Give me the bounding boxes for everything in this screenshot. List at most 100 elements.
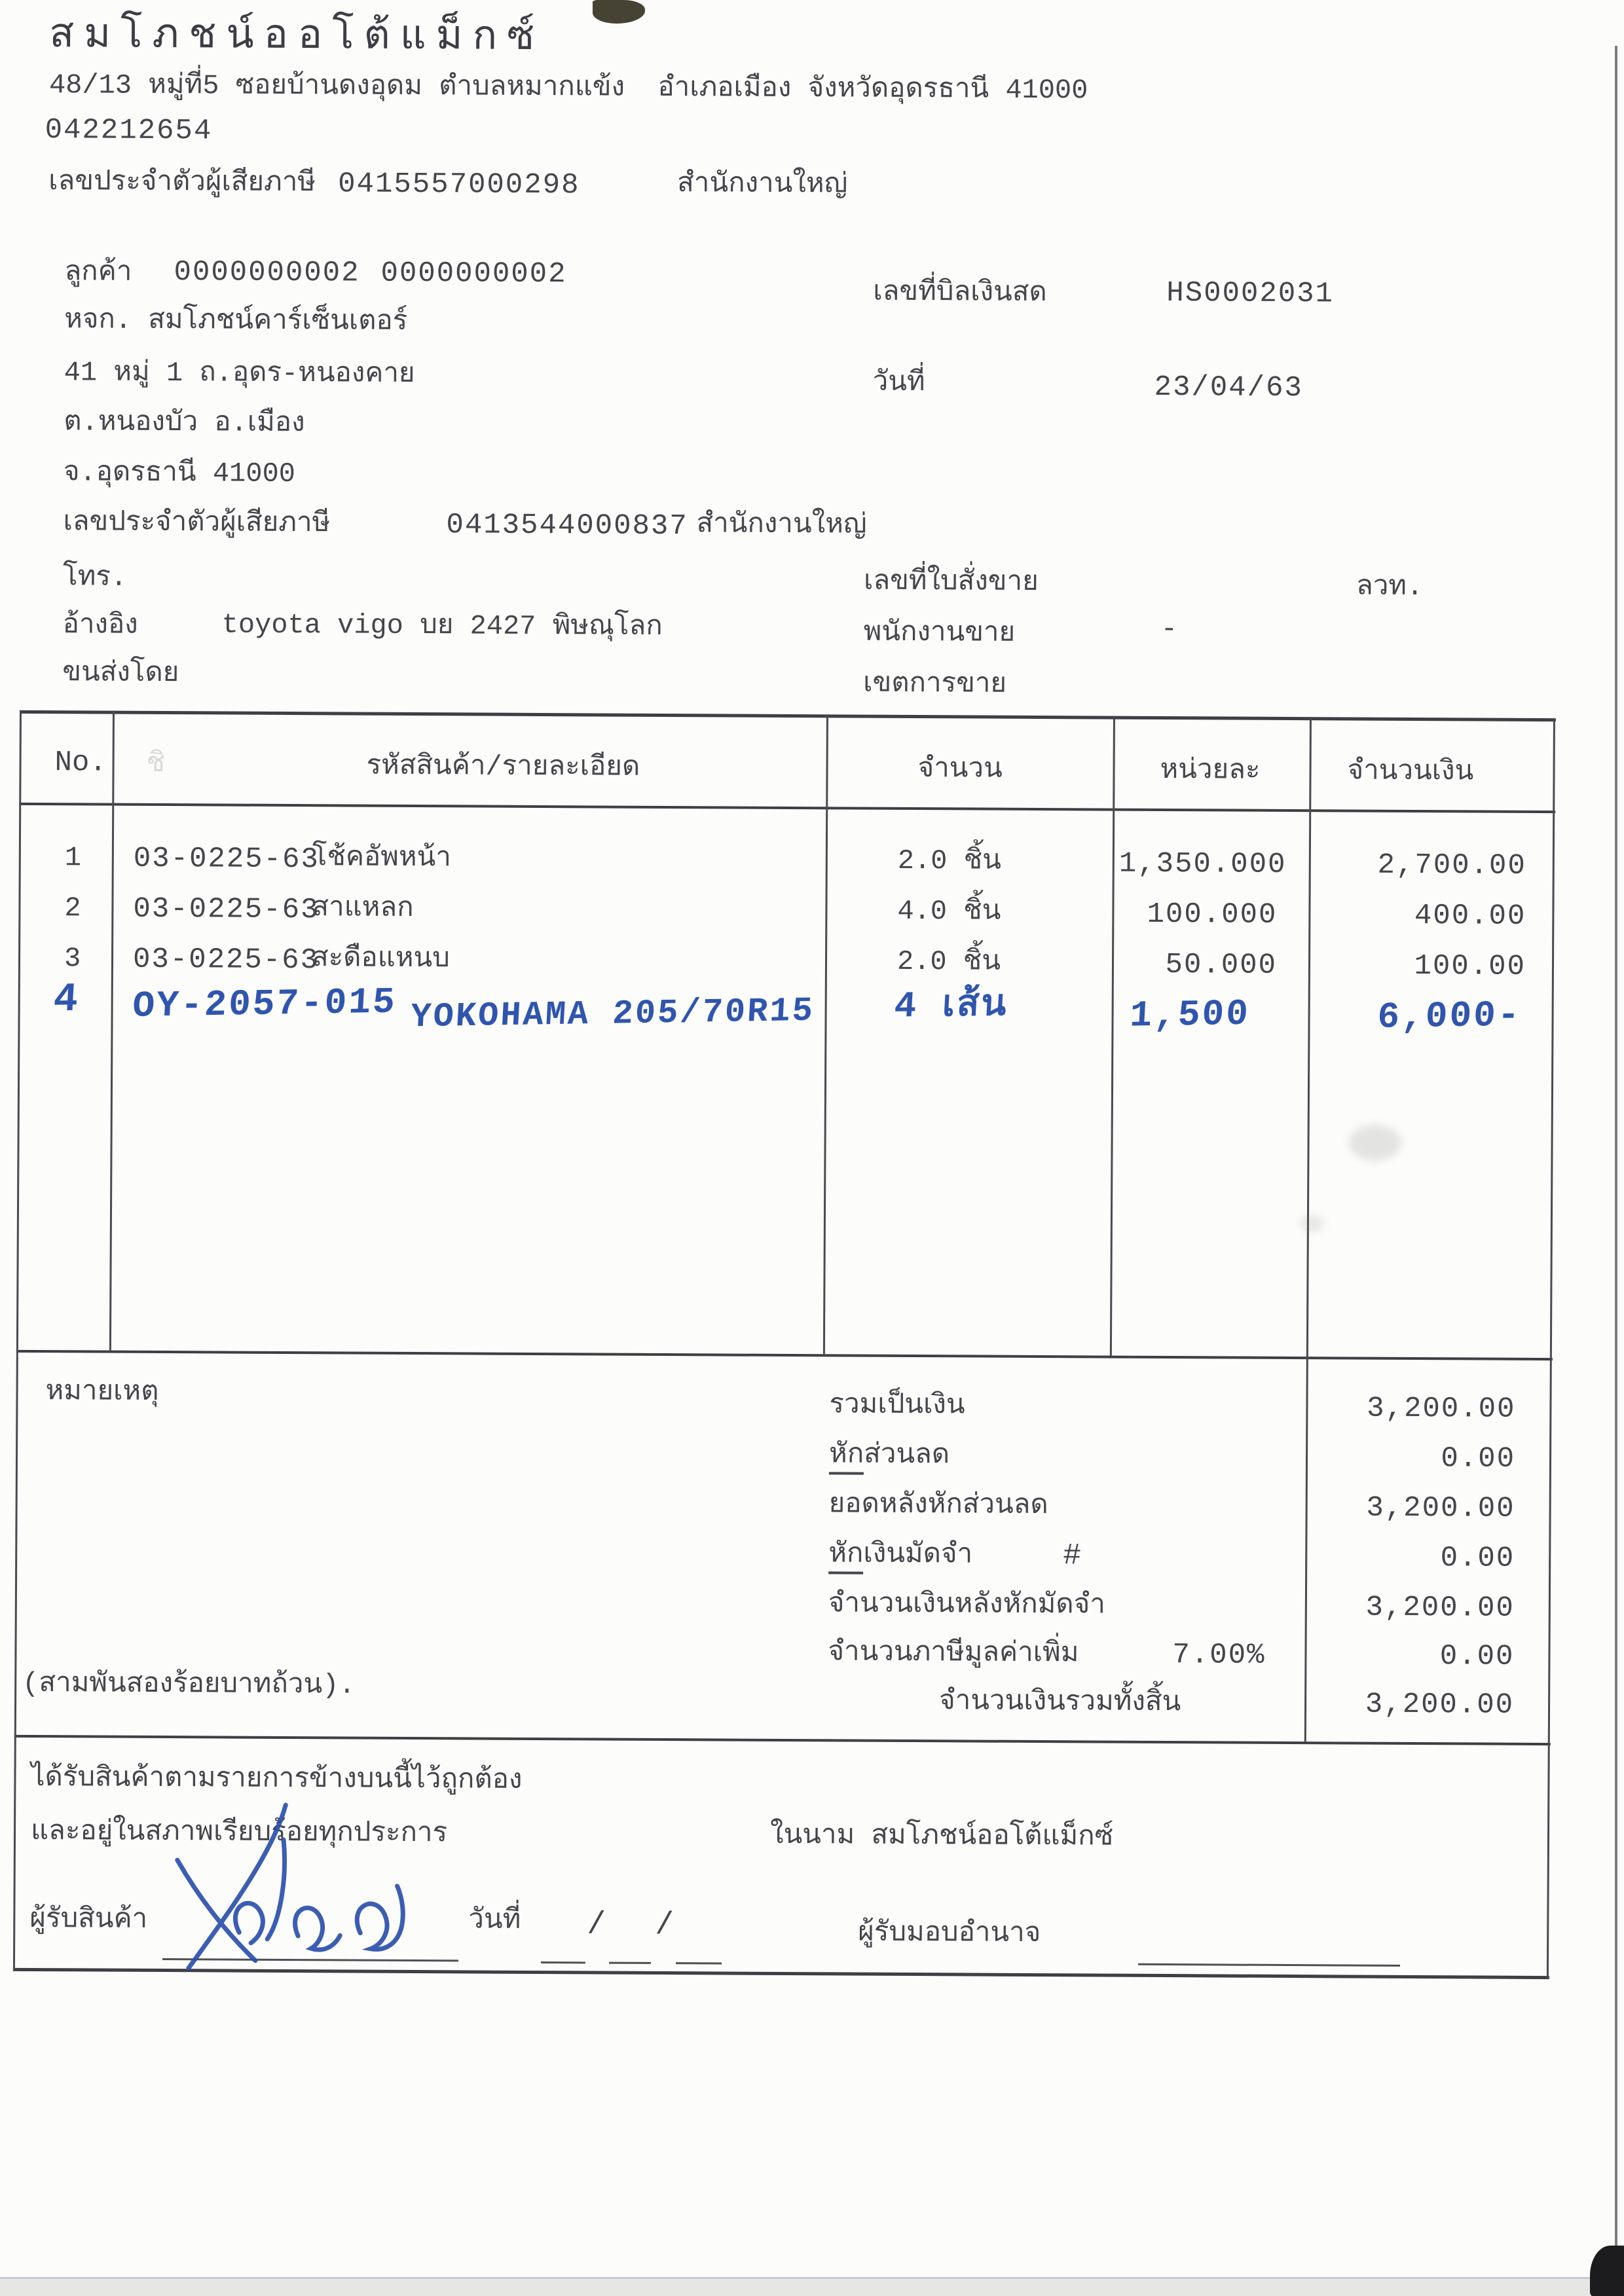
scan-blob-top — [593, 0, 645, 24]
row3-unit-price: 50.000 — [1165, 949, 1278, 982]
scan-smudge-1 — [1349, 1125, 1401, 1161]
bill-number: HS0002031 — [1166, 277, 1335, 311]
table-header-border — [19, 802, 1556, 814]
totals-row-label-5: จำนวนเงินหลังหักมัดจำ — [828, 1588, 1105, 1622]
row4-unit-price-handwritten: 1,500 — [1128, 993, 1251, 1037]
row4-amount-handwritten: 6,000- — [1376, 994, 1523, 1038]
salesperson-label: พนักงานขาย — [863, 617, 1016, 649]
row1-unit-price: 1,350.000 — [1118, 847, 1287, 881]
phone-label: โทร. — [62, 562, 128, 594]
sale-area-label: เขตการขาย — [863, 668, 1007, 701]
customer-address-2: ต.หนองบัว อ.เมือง — [64, 407, 305, 440]
row1-amount: 2,700.00 — [1377, 848, 1526, 883]
row3-amount: 100.00 — [1414, 949, 1526, 983]
table-left-border — [12, 710, 22, 1971]
scan-bottom-band — [0, 2279, 1624, 2296]
row1-no: 1 — [64, 842, 82, 874]
row3-code: 03-0225-63 — [132, 943, 320, 977]
row3-quantity: 2.0 ชิ้น — [896, 945, 1001, 978]
customer-branch-label: สำนักงานใหญ่ — [696, 509, 867, 541]
row4-quantity-handwritten: 4 เส้น — [893, 983, 1010, 1028]
seller-address: 48/13 หมู่ที่5 ซอยบ้านดงอุดม ตำบลหมากแข้… — [48, 69, 1088, 107]
row2-no: 2 — [64, 892, 81, 924]
seller-name: สมโภชน์ออโต้แม็กซ์ — [49, 12, 545, 62]
seller-tax-id: 0415557000298 — [338, 168, 580, 202]
scan-smudge-2 — [1301, 1215, 1324, 1232]
reference-label: อ้างอิง — [62, 610, 138, 642]
col-divider-description — [822, 714, 828, 1355]
totals-row-label-6: จำนวนภาษีมูลค่าเพิ่ม — [828, 1637, 1079, 1670]
date-slash-1: / — [587, 1907, 606, 1943]
totals-row4-hash-mark: # — [1063, 1539, 1082, 1573]
scan-corner-blob — [1590, 2246, 1624, 2296]
table-right-border — [1546, 718, 1555, 1979]
seller-branch-label: สำนักงานใหญ่ — [677, 168, 848, 201]
scan-bottom-faint-line — [0, 2277, 1624, 2279]
row4-no-handwritten: 4 — [52, 975, 81, 1023]
row2-code: 03-0225-63 — [133, 892, 320, 927]
bill-date: 23/04/63 — [1154, 371, 1303, 405]
header-description: รหัสสินค้า/รายละเอียด — [366, 750, 640, 784]
totals-bottom-border — [14, 1734, 1551, 1746]
row4-description-handwritten: YOKOHAMA 205/70R15 — [409, 991, 816, 1037]
header-quantity: จำนวน — [917, 754, 1003, 786]
col-divider-quantity — [1109, 716, 1115, 1356]
header-no: No. — [54, 746, 107, 780]
transport-label: ขนส่งโดย — [62, 657, 179, 690]
receiver-label: ผู้รับสินค้า — [29, 1903, 148, 1936]
vat-rate: 7.00% — [1172, 1639, 1266, 1672]
totals-row-label-3: ยอดหลังหักส่วนลด — [828, 1489, 1048, 1522]
col-divider-no — [109, 710, 115, 1351]
totals-row-amount-5: 3,200.00 — [1365, 1591, 1515, 1625]
totals-row-amount-1: 3,200.00 — [1367, 1392, 1516, 1426]
totals-row-label-4: หักเงินมัดจำ — [828, 1537, 973, 1575]
header-amount: จำนวนเงิน — [1347, 756, 1474, 788]
table-top-border — [19, 710, 1556, 722]
row2-amount: 400.00 — [1414, 899, 1526, 933]
customer-address-1: 41 หมู่ 1 ถ.อุดร-หนองคาย — [64, 357, 415, 390]
row2-unit-price: 100.000 — [1147, 898, 1278, 932]
authorized-label: ผู้รับมอบอำนาจ — [858, 1917, 1041, 1950]
customer-code-1: 0000000002 — [174, 256, 360, 290]
receiver-signature-handwriting — [175, 1802, 405, 1971]
bill-number-label: เลขที่บิลเงินสด — [873, 276, 1047, 310]
stray-scan-mark: ชิ — [146, 748, 166, 780]
sale-order-label: เลขที่ใบสั่งขาย — [863, 566, 1039, 598]
totals-row-amount-2: 0.00 — [1441, 1442, 1516, 1476]
date-slash-2: / — [655, 1907, 674, 1944]
totals-row2-underlined-prefix: หัก — [828, 1439, 864, 1475]
header-unit-price: หน่วยละ — [1160, 754, 1261, 787]
totals-row-label-2: หักส่วนลด — [828, 1438, 950, 1475]
row3-description: สะดือแหนบ — [311, 943, 450, 975]
totals-row2-label-rest: ส่วนลด — [864, 1439, 950, 1472]
customer-address-3: จ.อุดรธานี 41000 — [63, 457, 296, 490]
seller-phone: 042212654 — [45, 114, 213, 148]
customer-label: ลูกค้า — [64, 257, 132, 289]
totals-row4-underlined-prefix: หัก — [828, 1539, 864, 1575]
row1-description: โช้คอัพหน้า — [312, 842, 452, 875]
date-blank-year — [675, 1962, 722, 1965]
scan-right-edge-line — [1615, 46, 1617, 2278]
customer-name: หจก. สมโภชน์คาร์เซ็นเตอร์ — [64, 304, 408, 338]
row4-code-handwritten: OY-2057-015 — [131, 981, 398, 1027]
bill-date-label: วันที่ — [872, 367, 925, 399]
row3-no: 3 — [64, 943, 81, 975]
lwt-label: ลวท. — [1356, 571, 1424, 604]
customer-tax-id: 0413544000837 — [446, 509, 688, 543]
customer-tax-id-label: เลขประจำตัวผู้เสียภาษี — [63, 507, 331, 540]
row1-code: 03-0225-63 — [133, 842, 320, 877]
reference-value: toyota vigo บย 2427 พิษณุโลก — [221, 609, 663, 643]
items-bottom-border — [16, 1349, 1553, 1361]
seller-tax-id-label: เลขประจำตัวผู้เสียภาษี — [48, 166, 316, 200]
row2-quantity: 4.0 ชิ้น — [897, 895, 1001, 928]
totals-row-amount-4: 0.00 — [1440, 1542, 1515, 1575]
totals-row-label-7: จำนวนเงินรวมทั้งสิ้น — [938, 1686, 1181, 1719]
footer-date-label: วันที่ — [468, 1904, 521, 1937]
totals-row4-label-rest: เงินมัดจำ — [863, 1539, 973, 1571]
amount-in-words: (สามพันสองร้อยบาทถ้วน). — [22, 1667, 356, 1702]
totals-row-label-1: รวมเป็นเงิน — [829, 1389, 965, 1422]
note-label: หมายเหตุ — [45, 1376, 159, 1408]
totals-row-amount-7: 3,200.00 — [1365, 1688, 1515, 1722]
